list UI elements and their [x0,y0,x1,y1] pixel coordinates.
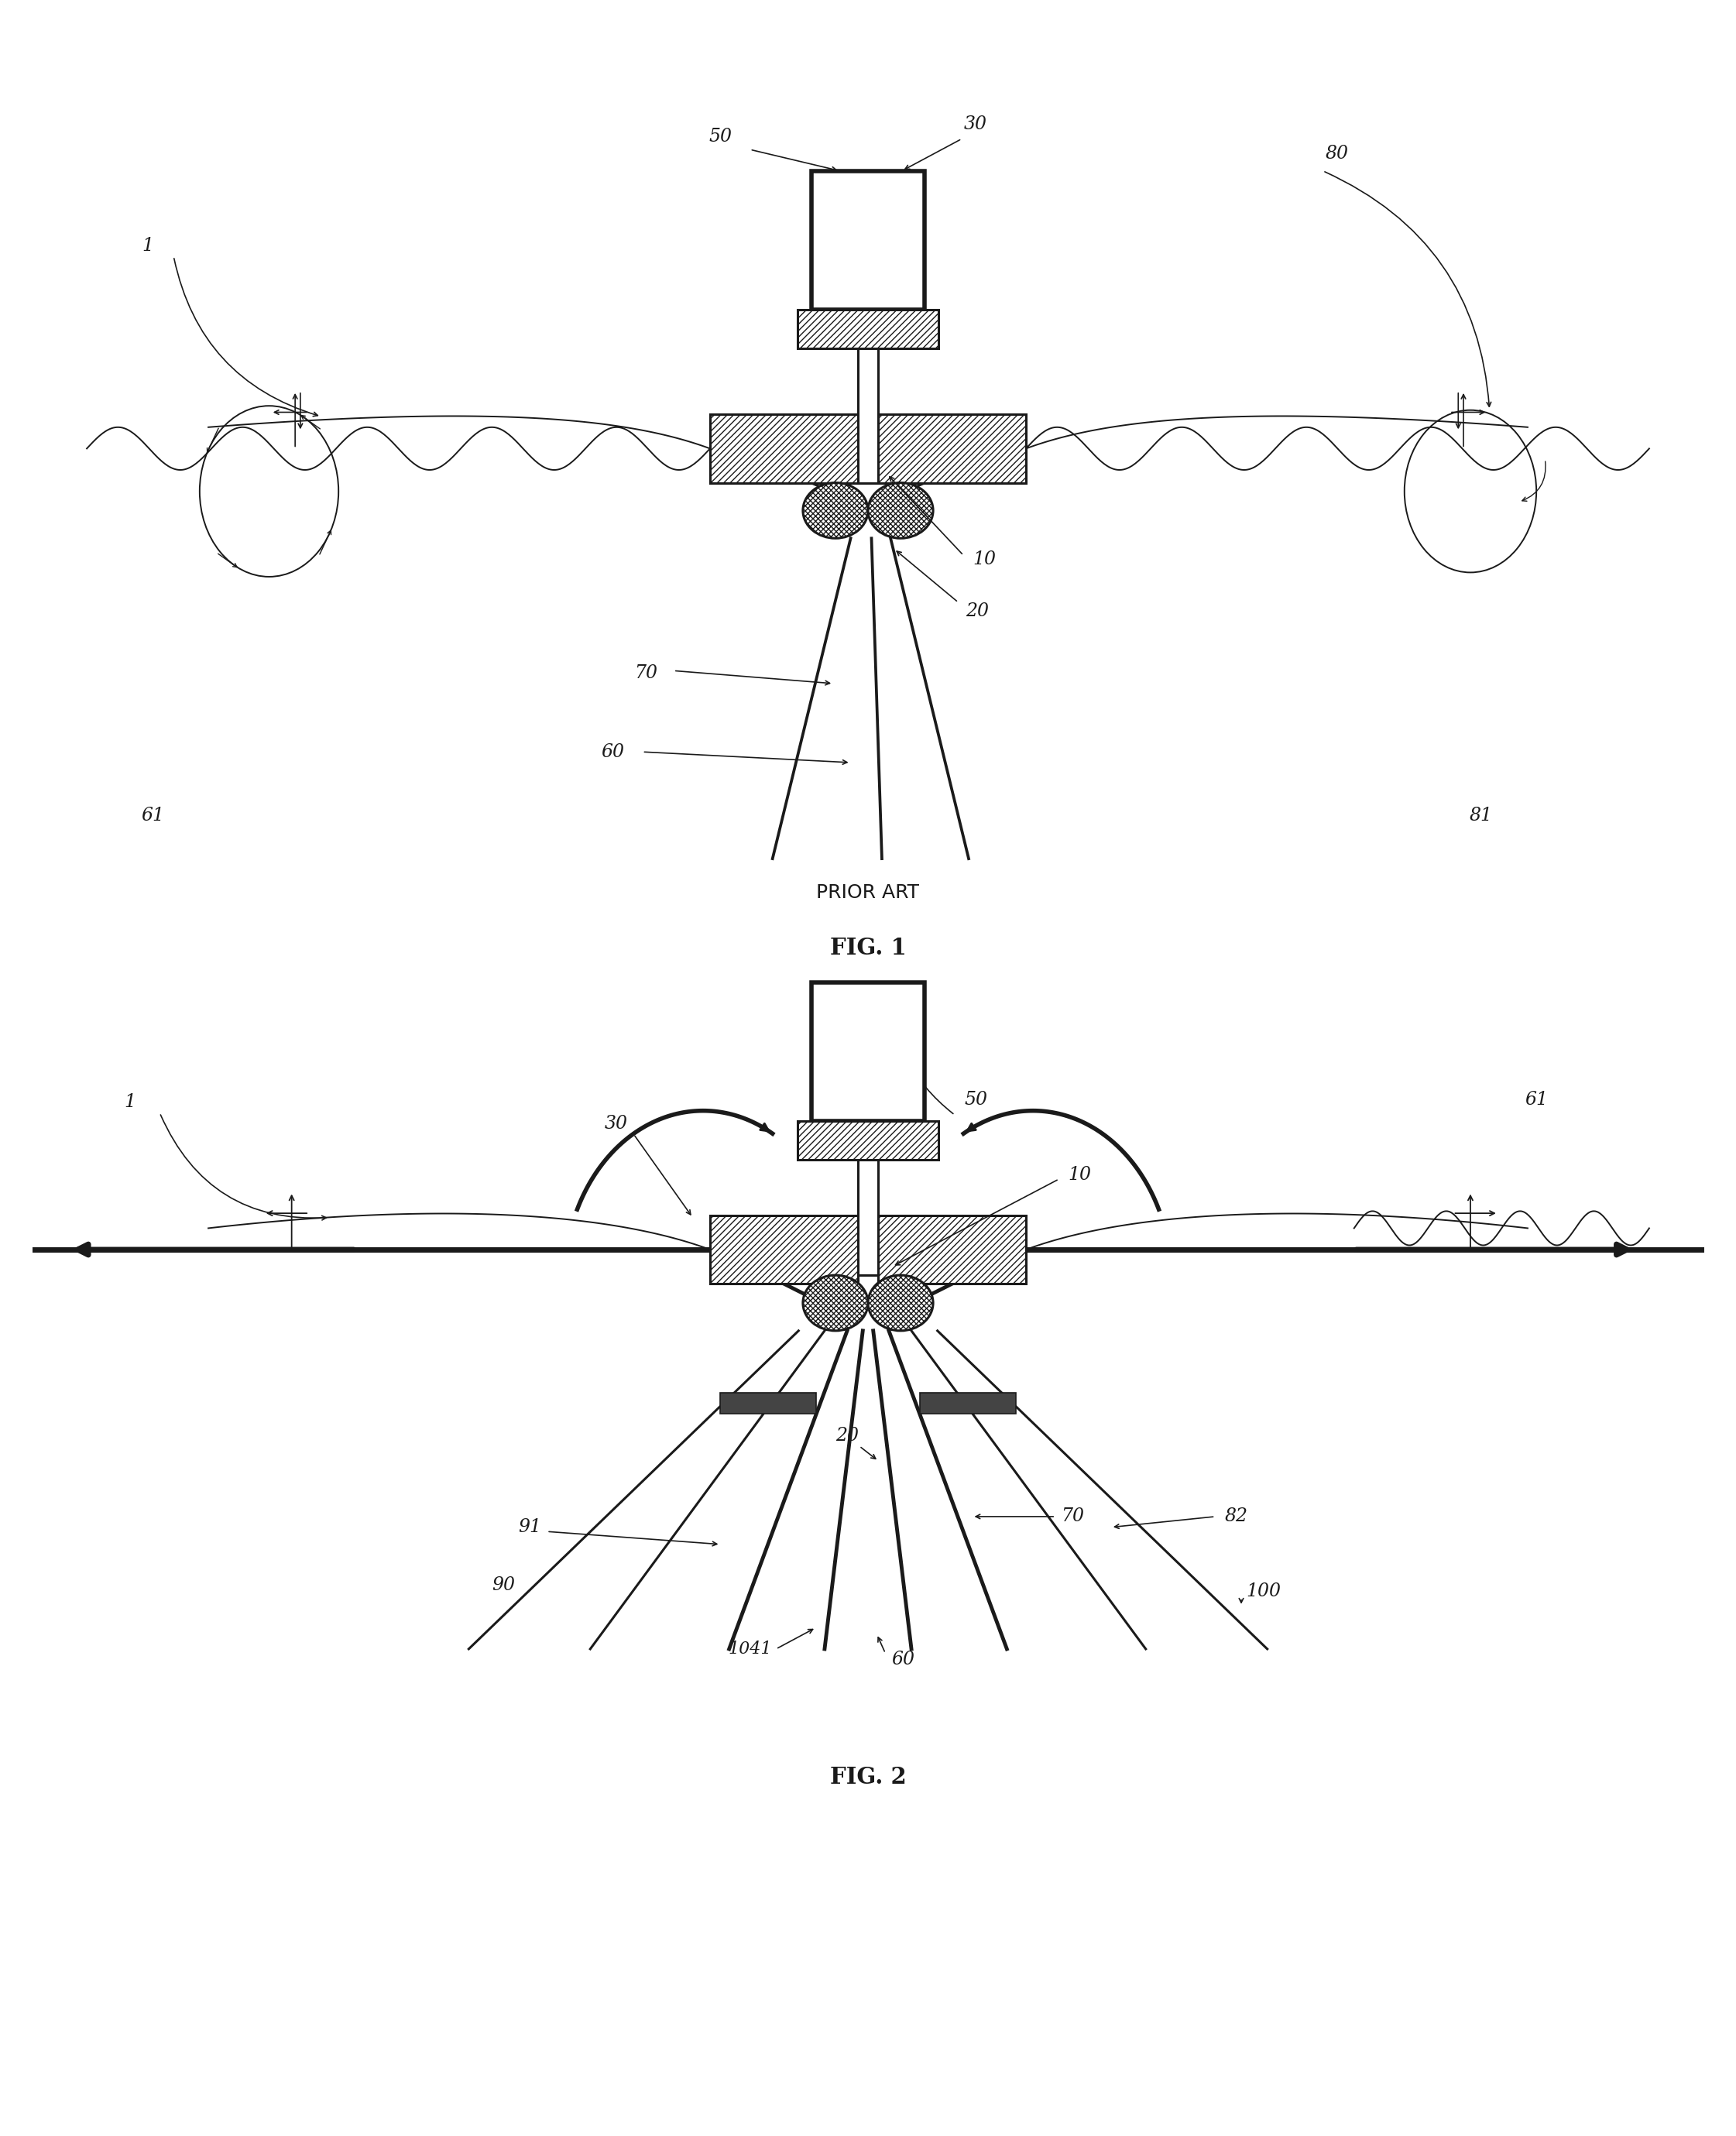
Ellipse shape [868,483,934,538]
Text: 10: 10 [1068,1166,1092,1183]
Text: 1: 1 [142,237,153,254]
Bar [710,1215,858,1284]
Text: 20: 20 [835,1427,859,1444]
Bar [878,1215,1026,1284]
Text: FIG. 2: FIG. 2 [830,1766,906,1788]
Text: 60: 60 [891,1651,915,1668]
Bar [878,414,1026,483]
Text: 61: 61 [1524,1091,1549,1109]
Bar [799,1121,937,1160]
Text: 80: 80 [1325,145,1349,162]
Text: 91: 91 [517,1519,542,1536]
Text: 70: 70 [1061,1508,1085,1525]
Text: 30: 30 [963,115,988,132]
Bar [858,348,878,449]
Text: 60: 60 [601,743,625,760]
Text: FIG. 1: FIG. 1 [830,938,906,959]
Text: 50: 50 [708,128,733,145]
Text: 100: 100 [1246,1583,1281,1600]
Text: PRIOR ART: PRIOR ART [816,884,920,901]
Bar [858,348,878,483]
Bar [799,310,937,348]
Text: 82: 82 [1224,1508,1248,1525]
Text: 20: 20 [965,602,990,619]
Bar [812,983,924,1121]
Bar [710,414,858,483]
Text: 81: 81 [1469,807,1493,824]
Bar [858,1160,878,1275]
Ellipse shape [868,1275,934,1331]
Ellipse shape [804,1275,868,1331]
Text: 30: 30 [604,1115,628,1132]
Text: 1: 1 [125,1094,135,1111]
Text: 10: 10 [972,551,996,568]
Text: 1041: 1041 [727,1640,773,1658]
Text: 50: 50 [963,1091,988,1109]
Bar [858,1160,878,1250]
Text: 70: 70 [634,664,658,681]
Text: 61: 61 [141,807,165,824]
Bar [812,171,924,310]
Bar [720,1393,816,1414]
Bar [920,1393,1016,1414]
Ellipse shape [804,483,868,538]
Text: 90: 90 [491,1576,516,1593]
